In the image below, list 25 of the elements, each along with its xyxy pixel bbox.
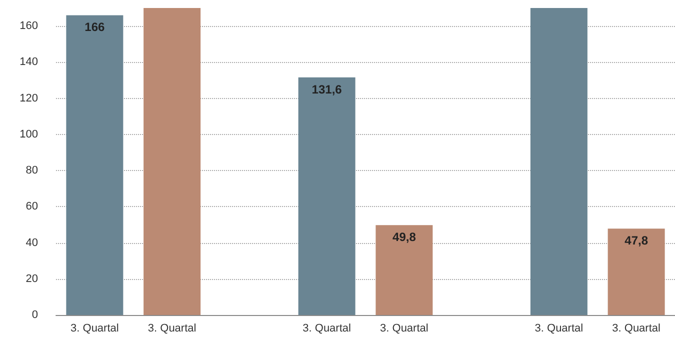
y-tick-label: 140 (20, 56, 38, 68)
y-tick-label: 80 (26, 164, 38, 177)
y-tick-label: 20 (26, 272, 38, 285)
y-tick-label: 120 (20, 92, 38, 104)
x-tick-label: 3. Quartal (380, 322, 428, 334)
data-label: 47,8 (624, 234, 648, 248)
data-label: 131,6 (312, 82, 342, 96)
y-tick-label: 160 (20, 20, 38, 32)
bar (530, 8, 588, 315)
bar (144, 8, 201, 315)
y-tick-label: 60 (26, 200, 38, 213)
bar (376, 225, 433, 315)
x-tick-label: 3. Quartal (70, 322, 119, 334)
y-tick-label: 40 (26, 236, 38, 249)
bar (298, 77, 356, 315)
y-tick-label: 0 (32, 309, 38, 321)
y-tick-label: 100 (20, 128, 38, 140)
data-label: 49,8 (392, 230, 416, 244)
x-tick-label: 3. Quartal (612, 322, 660, 334)
x-tick-label: 3. Quartal (534, 322, 584, 334)
bar (608, 228, 665, 315)
data-label: 166 (84, 20, 106, 34)
bar (66, 15, 124, 315)
x-tick-label: 3. Quartal (148, 322, 196, 334)
x-tick-label: 3. Quartal (302, 322, 351, 334)
